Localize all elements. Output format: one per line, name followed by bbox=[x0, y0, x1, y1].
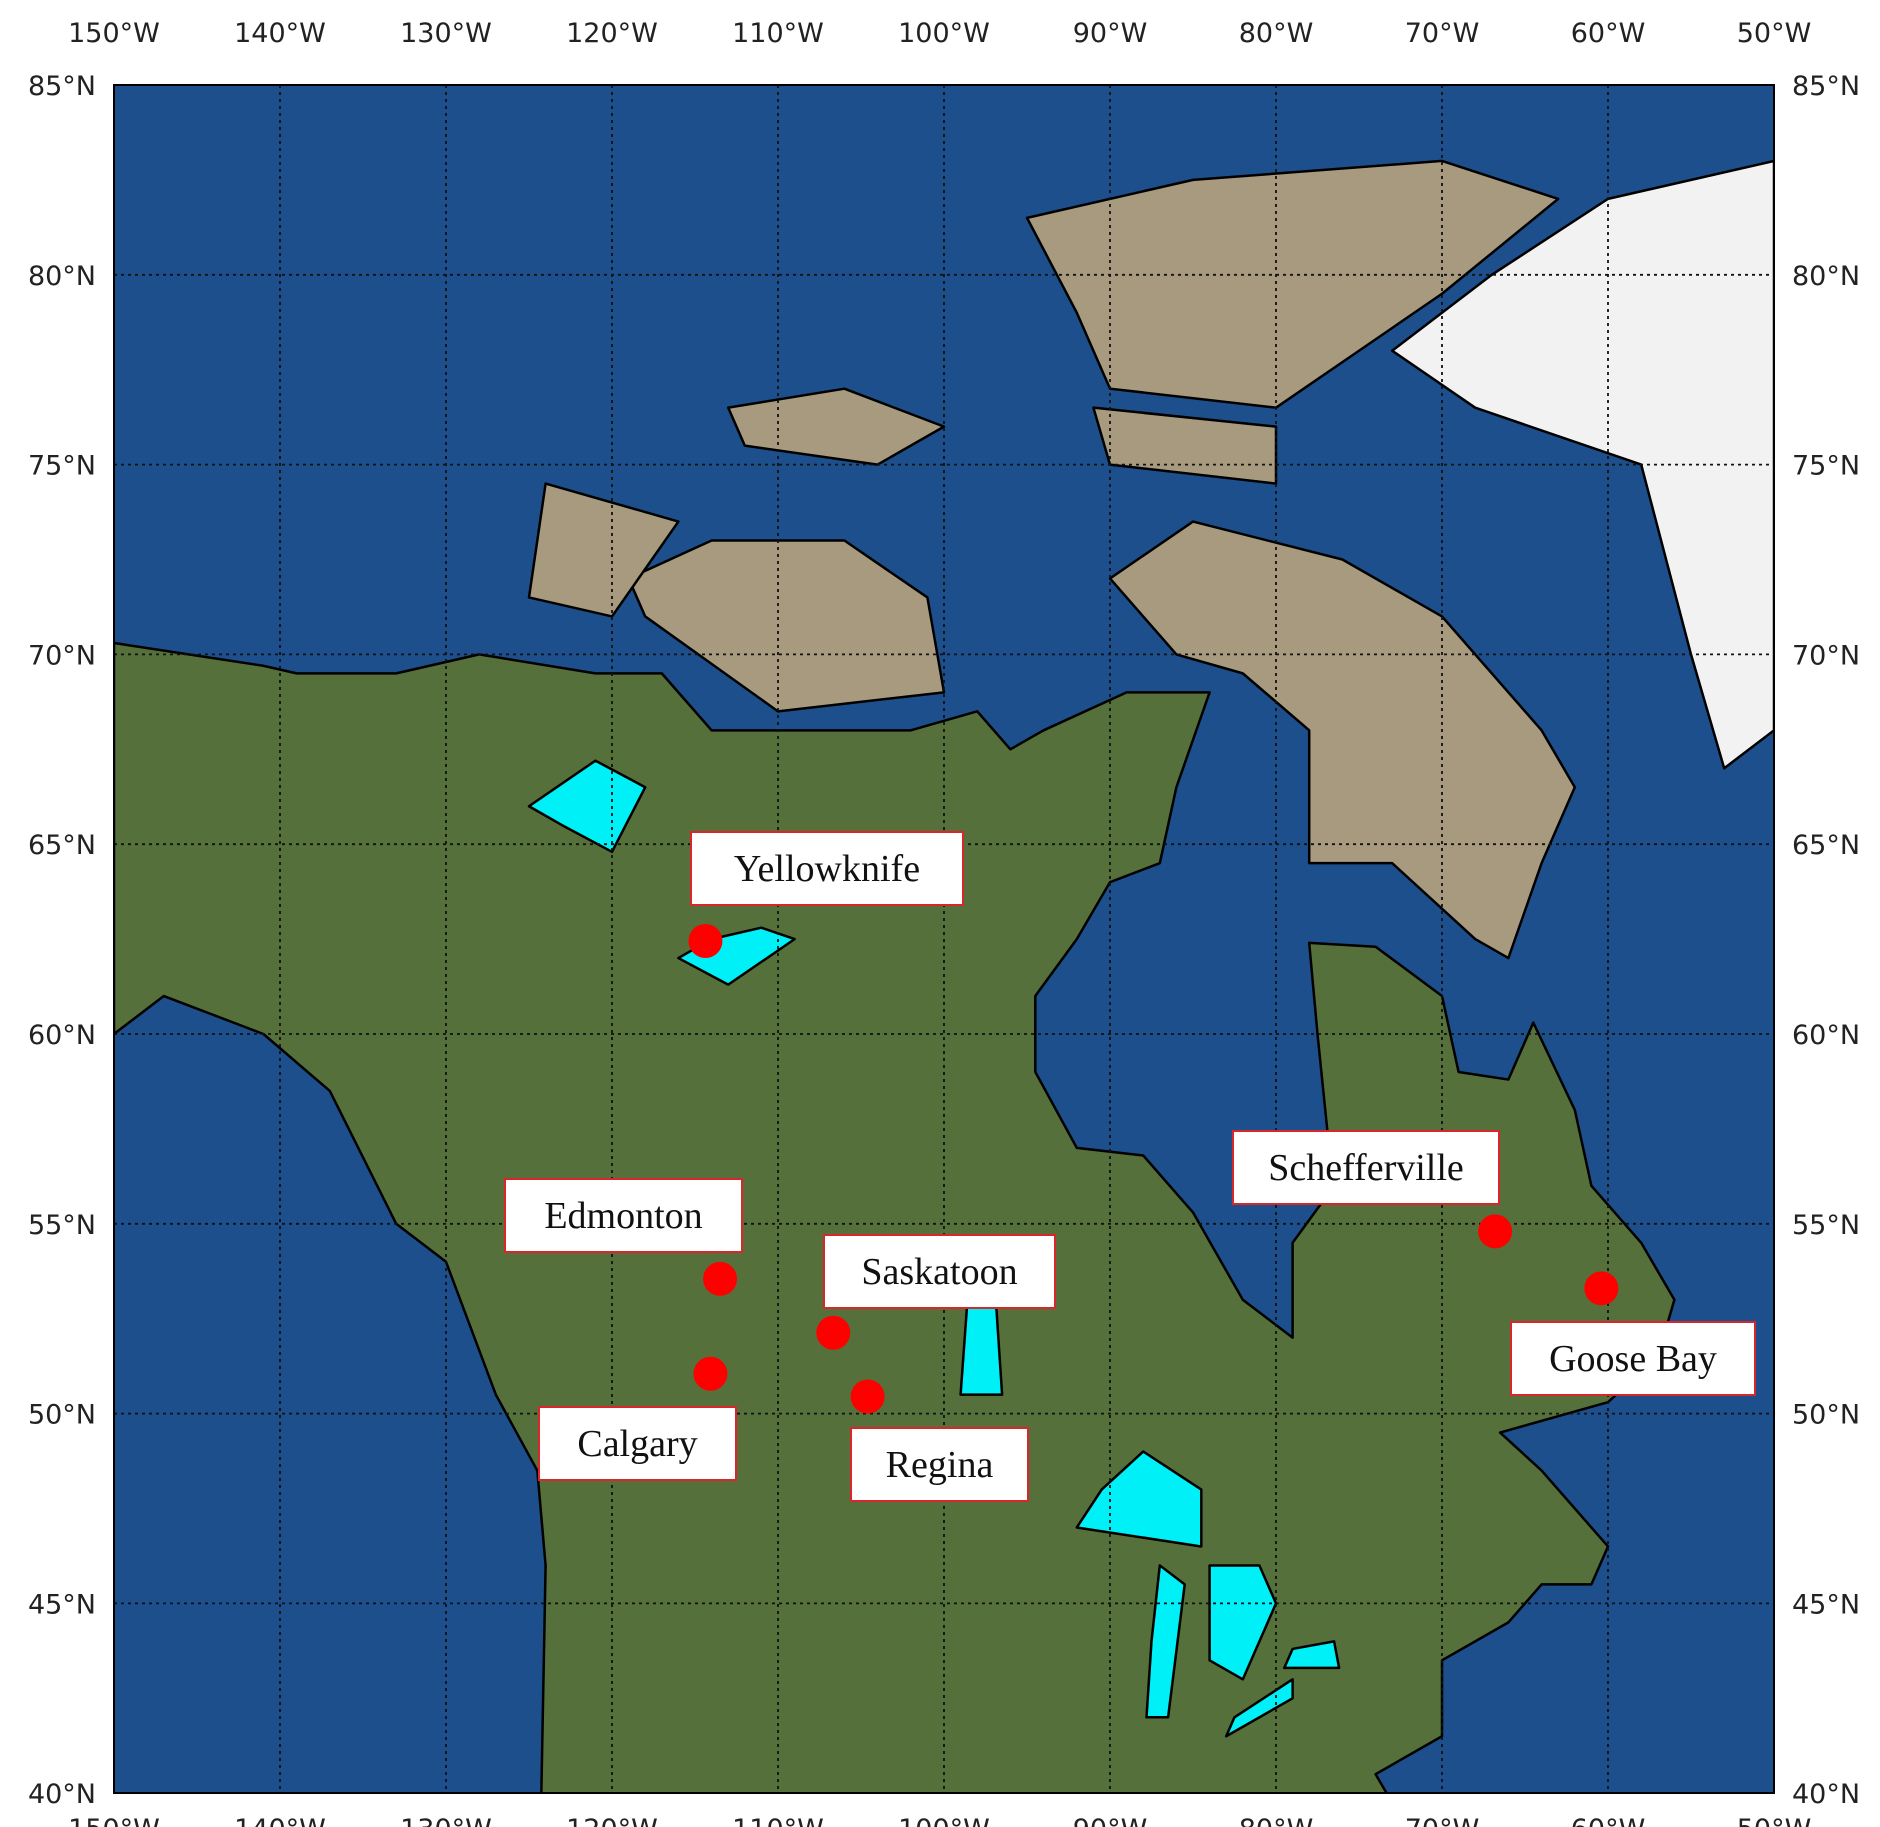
latitude-tick-label: 60°N bbox=[1792, 1020, 1860, 1051]
latitude-tick-label: 55°N bbox=[1792, 1210, 1860, 1241]
great-bear-lake bbox=[527, 759, 647, 854]
longitude-tick-label: 120°W bbox=[566, 1814, 658, 1827]
latitude-tick-label: 50°N bbox=[1792, 1400, 1860, 1431]
longitude-tick-label: 70°W bbox=[1405, 1814, 1480, 1827]
longitude-tick-label: 60°W bbox=[1571, 1814, 1646, 1827]
latitude-tick-label: 40°N bbox=[28, 1779, 96, 1810]
longitude-tick-label: 120°W bbox=[566, 18, 658, 49]
city-label-calgary: Calgary bbox=[538, 1406, 737, 1481]
latitude-tick-label: 75°N bbox=[1792, 451, 1860, 482]
latitude-tick-label: 45°N bbox=[1792, 1589, 1860, 1620]
tick-labels: 150°W 150°W 140°W 140°W 130°W 130°W 120°W 120°W… bbox=[28, 18, 1860, 1827]
lake-huron bbox=[1208, 1564, 1278, 1681]
longitude-tick-label: 80°W bbox=[1239, 1814, 1314, 1827]
longitude-tick-label: 50°W bbox=[1737, 1814, 1812, 1827]
longitude-tick-label: 100°W bbox=[898, 18, 990, 49]
map-frame bbox=[113, 84, 1775, 1794]
longitude-tick-label: 130°W bbox=[400, 18, 492, 49]
city-label-yellowknife: Yellowknife bbox=[690, 831, 964, 906]
city-marker bbox=[1584, 1271, 1619, 1306]
land-greenland bbox=[1390, 159, 1774, 770]
city-markers bbox=[688, 923, 1619, 1414]
longitude-tick-label: 80°W bbox=[1239, 18, 1314, 49]
lake-erie bbox=[1224, 1678, 1294, 1738]
latitude-tick-label: 80°N bbox=[1792, 261, 1860, 292]
longitude-tick-label: 130°W bbox=[400, 1814, 492, 1827]
latitude-tick-label: 75°N bbox=[28, 451, 96, 482]
land-ellesmere-island bbox=[1025, 159, 1560, 409]
latitude-tick-label: 65°N bbox=[28, 830, 96, 861]
longitude-tick-label: 140°W bbox=[234, 18, 326, 49]
latitude-tick-label: 55°N bbox=[28, 1210, 96, 1241]
city-marker bbox=[703, 1261, 738, 1296]
city-marker bbox=[688, 923, 723, 958]
city-marker bbox=[1478, 1214, 1513, 1249]
latitude-tick-label: 70°N bbox=[1792, 640, 1860, 671]
city-label-goose-bay: Goose Bay bbox=[1510, 1321, 1756, 1396]
lake-ontario bbox=[1283, 1640, 1341, 1670]
land-layer bbox=[114, 159, 1774, 1793]
land-devon-island bbox=[1092, 406, 1278, 485]
lake-michigan bbox=[1145, 1564, 1186, 1719]
longitude-tick-label: 50°W bbox=[1737, 18, 1812, 49]
lake-superior bbox=[1075, 1450, 1203, 1548]
longitude-tick-label: 140°W bbox=[234, 1814, 326, 1827]
land-north-america bbox=[114, 641, 1676, 1793]
land-banks-island bbox=[527, 482, 680, 618]
latitude-tick-label: 85°N bbox=[28, 71, 96, 102]
longitude-tick-label: 90°W bbox=[1073, 18, 1148, 49]
latitude-tick-label: 45°N bbox=[28, 1589, 96, 1620]
city-label-edmonton: Edmonton bbox=[504, 1178, 743, 1253]
longitude-tick-label: 60°W bbox=[1571, 18, 1646, 49]
longitude-tick-label: 150°W bbox=[68, 18, 160, 49]
longitude-tick-label: 150°W bbox=[68, 1814, 160, 1827]
land-baffin-island bbox=[1108, 520, 1577, 960]
latitude-tick-label: 65°N bbox=[1792, 830, 1860, 861]
longitude-tick-label: 90°W bbox=[1073, 1814, 1148, 1827]
city-marker bbox=[850, 1379, 885, 1414]
latitude-tick-label: 60°N bbox=[28, 1020, 96, 1051]
graticule bbox=[114, 85, 1774, 1793]
longitude-tick-label: 110°W bbox=[732, 1814, 824, 1827]
latitude-tick-label: 85°N bbox=[1792, 71, 1860, 102]
city-label-saskatoon: Saskatoon bbox=[823, 1234, 1056, 1309]
city-marker bbox=[816, 1315, 851, 1350]
city-label-regina: Regina bbox=[850, 1427, 1029, 1502]
latitude-tick-label: 50°N bbox=[28, 1400, 96, 1431]
city-marker bbox=[693, 1356, 728, 1391]
longitude-tick-label: 70°W bbox=[1405, 18, 1480, 49]
longitude-tick-label: 100°W bbox=[898, 1814, 990, 1827]
city-label-schefferville: Schefferville bbox=[1232, 1130, 1500, 1205]
latitude-tick-label: 80°N bbox=[28, 261, 96, 292]
longitude-tick-label: 110°W bbox=[732, 18, 824, 49]
latitude-tick-label: 70°N bbox=[28, 640, 96, 671]
latitude-tick-label: 40°N bbox=[1792, 1779, 1860, 1810]
land-melville-island bbox=[726, 387, 946, 466]
